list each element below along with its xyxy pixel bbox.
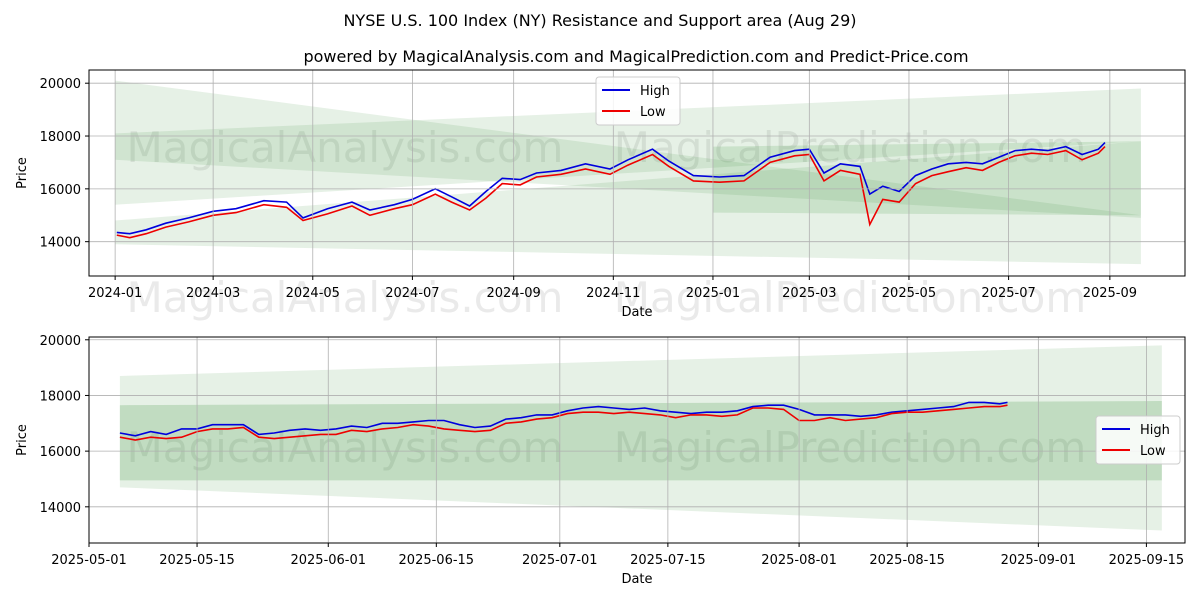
watermark-text: MagicalPrediction.com bbox=[614, 273, 1087, 322]
band-resistance-light-2 bbox=[115, 88, 1141, 205]
y-tick-label: 14000 bbox=[40, 236, 81, 251]
x-tick-label: 2025-05-15 bbox=[159, 553, 235, 568]
x-tick-label: 2024-07 bbox=[385, 286, 439, 301]
y-tick-label: 18000 bbox=[40, 130, 81, 145]
chart-subtitle: powered by MagicalAnalysis.com and Magic… bbox=[303, 47, 968, 66]
x-tick-label: 2024-01 bbox=[88, 286, 142, 301]
legend-label-low: Low bbox=[1140, 444, 1166, 459]
x-tick-label: 2025-05-01 bbox=[51, 553, 127, 568]
x-tick-label: 2024-11 bbox=[586, 286, 640, 301]
x-tick-label: 2025-09-15 bbox=[1109, 553, 1185, 568]
x-tick-label: 2025-07 bbox=[981, 286, 1035, 301]
watermark-text: MagicalAnalysis.com bbox=[127, 123, 564, 172]
x-tick-label: 2025-08-01 bbox=[761, 553, 837, 568]
series-line-low bbox=[116, 146, 1106, 239]
legend: High Low bbox=[1095, 415, 1181, 465]
y-tick-label: 16000 bbox=[40, 445, 81, 460]
watermark-text: MagicalPrediction.com bbox=[614, 423, 1087, 472]
chart-title: NYSE U.S. 100 Index (NY) Resistance and … bbox=[343, 11, 856, 30]
legend-label-low: Low bbox=[640, 105, 666, 120]
plot-2: MagicalAnalysis.com MagicalPrediction.com… bbox=[15, 334, 1186, 587]
y-axis-label: Price bbox=[15, 157, 30, 189]
y-axis-label: Price bbox=[15, 424, 30, 456]
x-tick-label: 2024-09 bbox=[487, 286, 541, 301]
x-tick-label: 2024-03 bbox=[186, 286, 240, 301]
x-tick-label: 2025-08-15 bbox=[869, 553, 945, 568]
series-line-low bbox=[119, 404, 1008, 441]
plot-frame bbox=[88, 69, 1186, 277]
y-tick-label: 20000 bbox=[40, 77, 81, 92]
plot-frame bbox=[88, 336, 1186, 544]
y-tick-label: 14000 bbox=[40, 501, 81, 516]
series-line-high bbox=[119, 401, 1008, 437]
legend: High Low bbox=[595, 76, 681, 126]
watermark-text: MagicalPrediction.com bbox=[614, 123, 1087, 172]
watermark-text: MagicalAnalysis.com bbox=[127, 273, 564, 322]
x-tick-label: 2025-07-15 bbox=[630, 553, 706, 568]
x-tick-label: 2025-06-15 bbox=[399, 553, 475, 568]
x-tick-label: 2025-09 bbox=[1083, 286, 1137, 301]
band-resistance-light bbox=[115, 80, 1141, 218]
plot-1: MagicalAnalysis.com MagicalPrediction.com… bbox=[15, 69, 1186, 322]
band-support-light bbox=[115, 141, 1141, 265]
x-tick-label: 2025-05 bbox=[882, 286, 936, 301]
y-tick-label: 16000 bbox=[40, 183, 81, 198]
x-axis-label: Date bbox=[621, 305, 652, 320]
plot-area bbox=[119, 345, 1162, 531]
x-tick-label: 2025-06-01 bbox=[290, 553, 366, 568]
band-outer-light bbox=[119, 345, 1162, 531]
legend-label-high: High bbox=[640, 84, 670, 99]
plot-area bbox=[115, 80, 1141, 265]
y-tick-label: 18000 bbox=[40, 389, 81, 404]
x-tick-label: 2025-09-01 bbox=[1001, 553, 1077, 568]
series-line-high bbox=[116, 142, 1106, 235]
band-inner-dark bbox=[119, 401, 1162, 481]
x-tick-label: 2024-05 bbox=[286, 286, 340, 301]
legend-label-high: High bbox=[1140, 423, 1170, 438]
x-tick-label: 2025-01 bbox=[686, 286, 740, 301]
x-tick-label: 2025-03 bbox=[782, 286, 836, 301]
x-axis-label: Date bbox=[621, 572, 652, 587]
x-tick-label: 2025-07-01 bbox=[522, 553, 598, 568]
y-tick-label: 20000 bbox=[40, 334, 81, 349]
